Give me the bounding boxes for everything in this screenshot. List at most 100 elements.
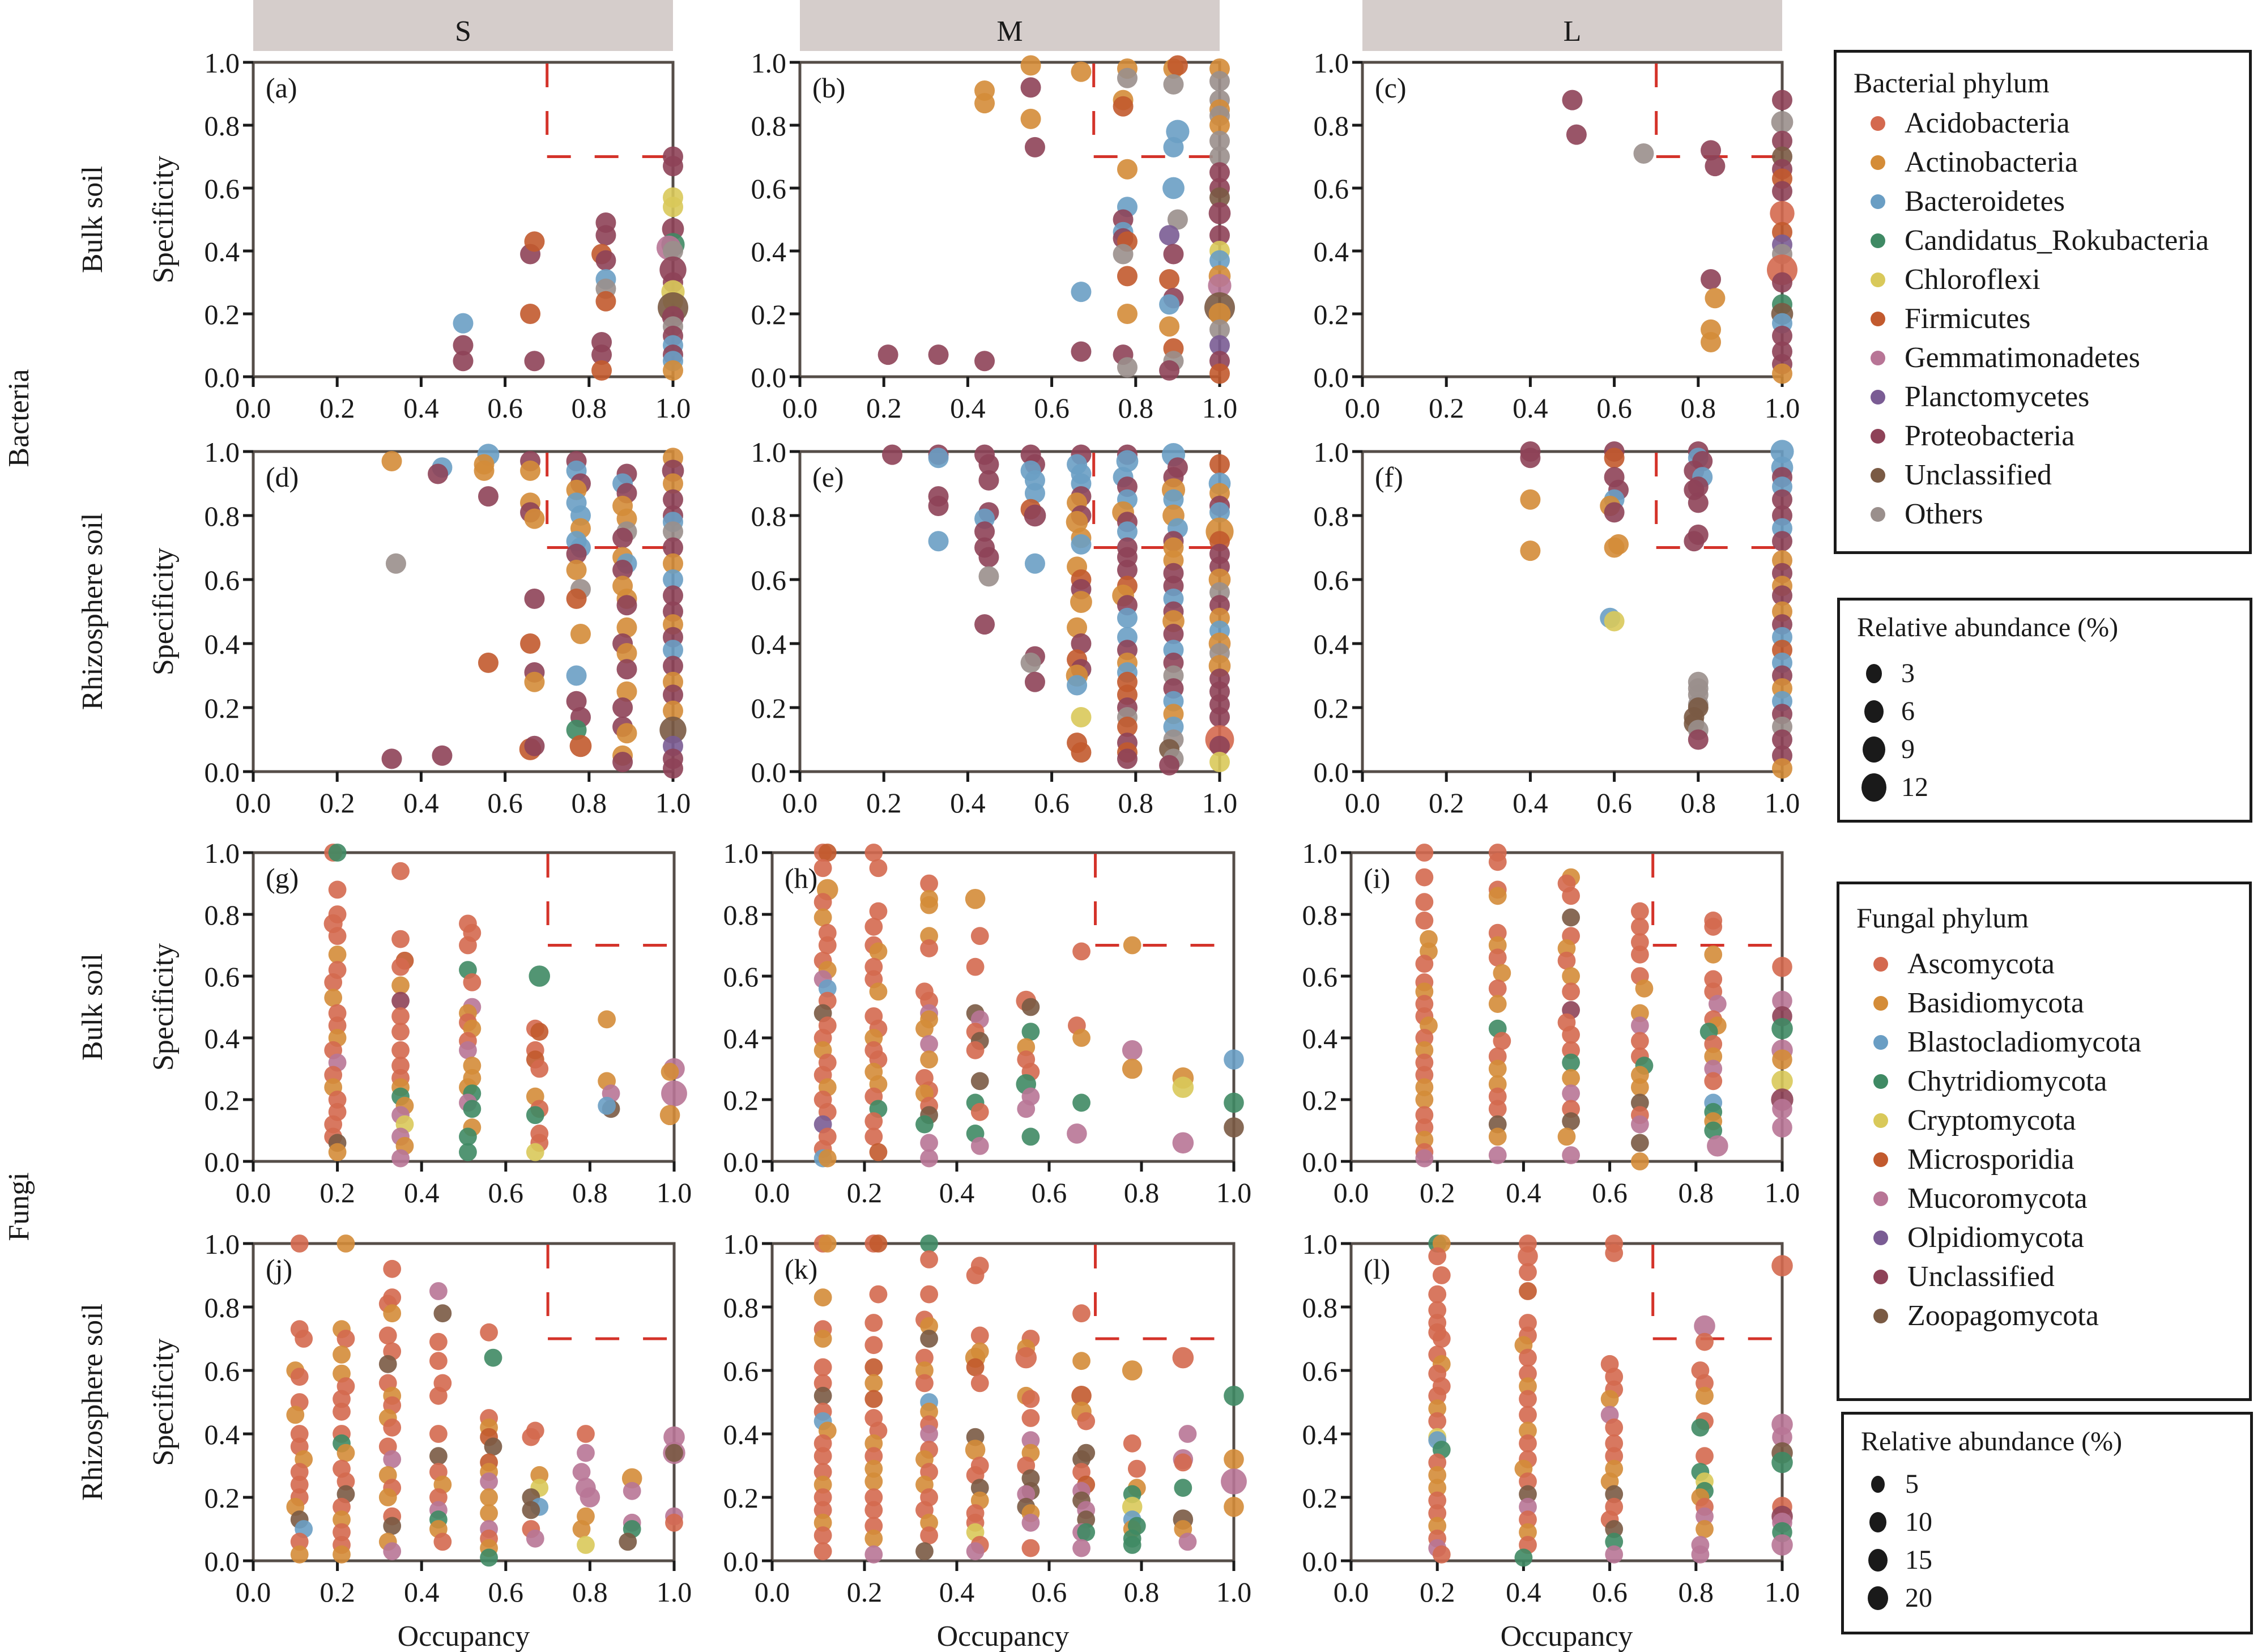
data-point	[1605, 1418, 1624, 1437]
data-point	[1415, 995, 1434, 1013]
data-point	[1520, 448, 1541, 469]
data-point	[333, 1402, 351, 1421]
y-tick-label: 0.2	[1314, 692, 1349, 724]
legend-item: Cryptomycota	[1873, 1101, 2249, 1140]
x-tick-label: 0.4	[403, 787, 439, 819]
data-point	[970, 1136, 989, 1155]
data-point	[813, 1513, 832, 1532]
y-tick-label: 0.4	[1314, 628, 1349, 660]
data-point	[336, 1444, 355, 1462]
data-point	[1488, 1127, 1507, 1146]
legend-item: Basidiomycota	[1873, 983, 2249, 1023]
data-point	[928, 344, 949, 365]
data-point	[1696, 1447, 1714, 1466]
data-point	[1771, 111, 1794, 133]
x-axis-label: Occupancy	[398, 1620, 530, 1652]
y-tick-label: 1.0	[205, 837, 240, 869]
legend-item: Unclassified	[1871, 455, 2249, 495]
data-point	[915, 1374, 934, 1393]
column-header-box	[800, 0, 1220, 51]
data-point	[1604, 448, 1625, 469]
y-tick-label: 0.4	[1302, 1419, 1338, 1450]
size-dot-icon	[1871, 1475, 1885, 1493]
size-legend-label: 12	[1901, 772, 1928, 802]
data-point	[970, 1326, 989, 1345]
data-point	[1415, 912, 1434, 930]
data-point	[966, 1041, 985, 1059]
data-point	[663, 537, 683, 558]
data-point	[864, 1459, 883, 1478]
data-point	[920, 874, 938, 893]
data-point	[429, 1386, 448, 1405]
data-point	[1432, 1266, 1451, 1284]
y-tick-label: 0.0	[723, 1545, 759, 1577]
data-point	[1428, 1412, 1447, 1430]
data-point	[1562, 908, 1581, 927]
panel-label: (h)	[785, 862, 817, 894]
x-tick-label: 0.2	[847, 1177, 883, 1208]
data-point	[665, 1513, 683, 1532]
data-point	[1428, 1504, 1447, 1522]
legend-item: Blastocladiomycota	[1873, 1023, 2249, 1062]
data-point	[1415, 1078, 1434, 1097]
data-point	[1224, 1497, 1244, 1517]
data-point	[623, 1481, 641, 1500]
data-point	[1691, 1418, 1710, 1437]
legend-swatch-icon	[1873, 1191, 1888, 1206]
data-point	[1684, 531, 1705, 552]
data-point	[1209, 752, 1230, 773]
data-point	[1562, 1100, 1581, 1118]
data-point	[1772, 272, 1792, 293]
data-point	[290, 1475, 309, 1494]
data-point	[616, 642, 637, 663]
data-point	[524, 508, 545, 529]
data-point	[978, 454, 999, 475]
legend-swatch-icon	[1873, 1074, 1888, 1089]
data-point	[1221, 1468, 1247, 1495]
row-label: Bulk soil	[76, 953, 109, 1061]
data-point	[432, 745, 453, 766]
legend-item: Acidobacteria	[1871, 104, 2249, 143]
data-point	[970, 1102, 989, 1121]
data-point	[1771, 1534, 1793, 1556]
y-tick-label: 0.8	[751, 500, 787, 532]
data-point	[383, 1450, 402, 1468]
data-point	[1163, 74, 1184, 95]
data-point	[1493, 964, 1511, 982]
data-point	[1077, 1523, 1096, 1542]
x-axis-label: Occupancy	[1501, 1620, 1633, 1652]
x-tick-label: 0.4	[1513, 787, 1548, 819]
data-point	[974, 351, 995, 372]
x-tick-label: 0.2	[847, 1576, 883, 1608]
x-tick-label: 0.8	[1118, 787, 1154, 819]
data-point	[391, 1057, 410, 1075]
y-tick-label: 1.0	[723, 837, 759, 869]
data-point	[1159, 360, 1180, 381]
data-point	[530, 1059, 549, 1078]
legend-item-label: Zoopagomycota	[1907, 1300, 2099, 1332]
data-point	[591, 344, 612, 365]
x-tick-label: 1.0	[657, 1576, 692, 1608]
data-point	[1630, 1152, 1649, 1170]
data-point	[524, 671, 545, 692]
size-dot-wrap	[1857, 700, 1891, 723]
data-point	[566, 665, 587, 686]
x-tick-label: 0.2	[866, 392, 902, 424]
data-point	[1428, 1386, 1447, 1405]
data-point	[663, 655, 683, 676]
data-point	[965, 1440, 986, 1460]
row-label: Rhizosphere soil	[76, 513, 109, 710]
fungal-phylum-legend: Fungal phylum Ascomycota Basidiomycota Bla…	[1837, 882, 2252, 1401]
data-point	[869, 1143, 888, 1161]
data-point	[1021, 1390, 1040, 1408]
data-point	[864, 1127, 883, 1146]
size-legend-item: 6	[1857, 692, 2250, 730]
data-point	[864, 1336, 883, 1355]
data-point	[1630, 917, 1649, 936]
data-point	[1772, 1117, 1792, 1138]
data-point	[1488, 995, 1507, 1013]
data-point	[1163, 244, 1184, 265]
size-dot-wrap	[1861, 1586, 1895, 1610]
data-point	[290, 1545, 309, 1564]
data-point	[1209, 162, 1230, 183]
